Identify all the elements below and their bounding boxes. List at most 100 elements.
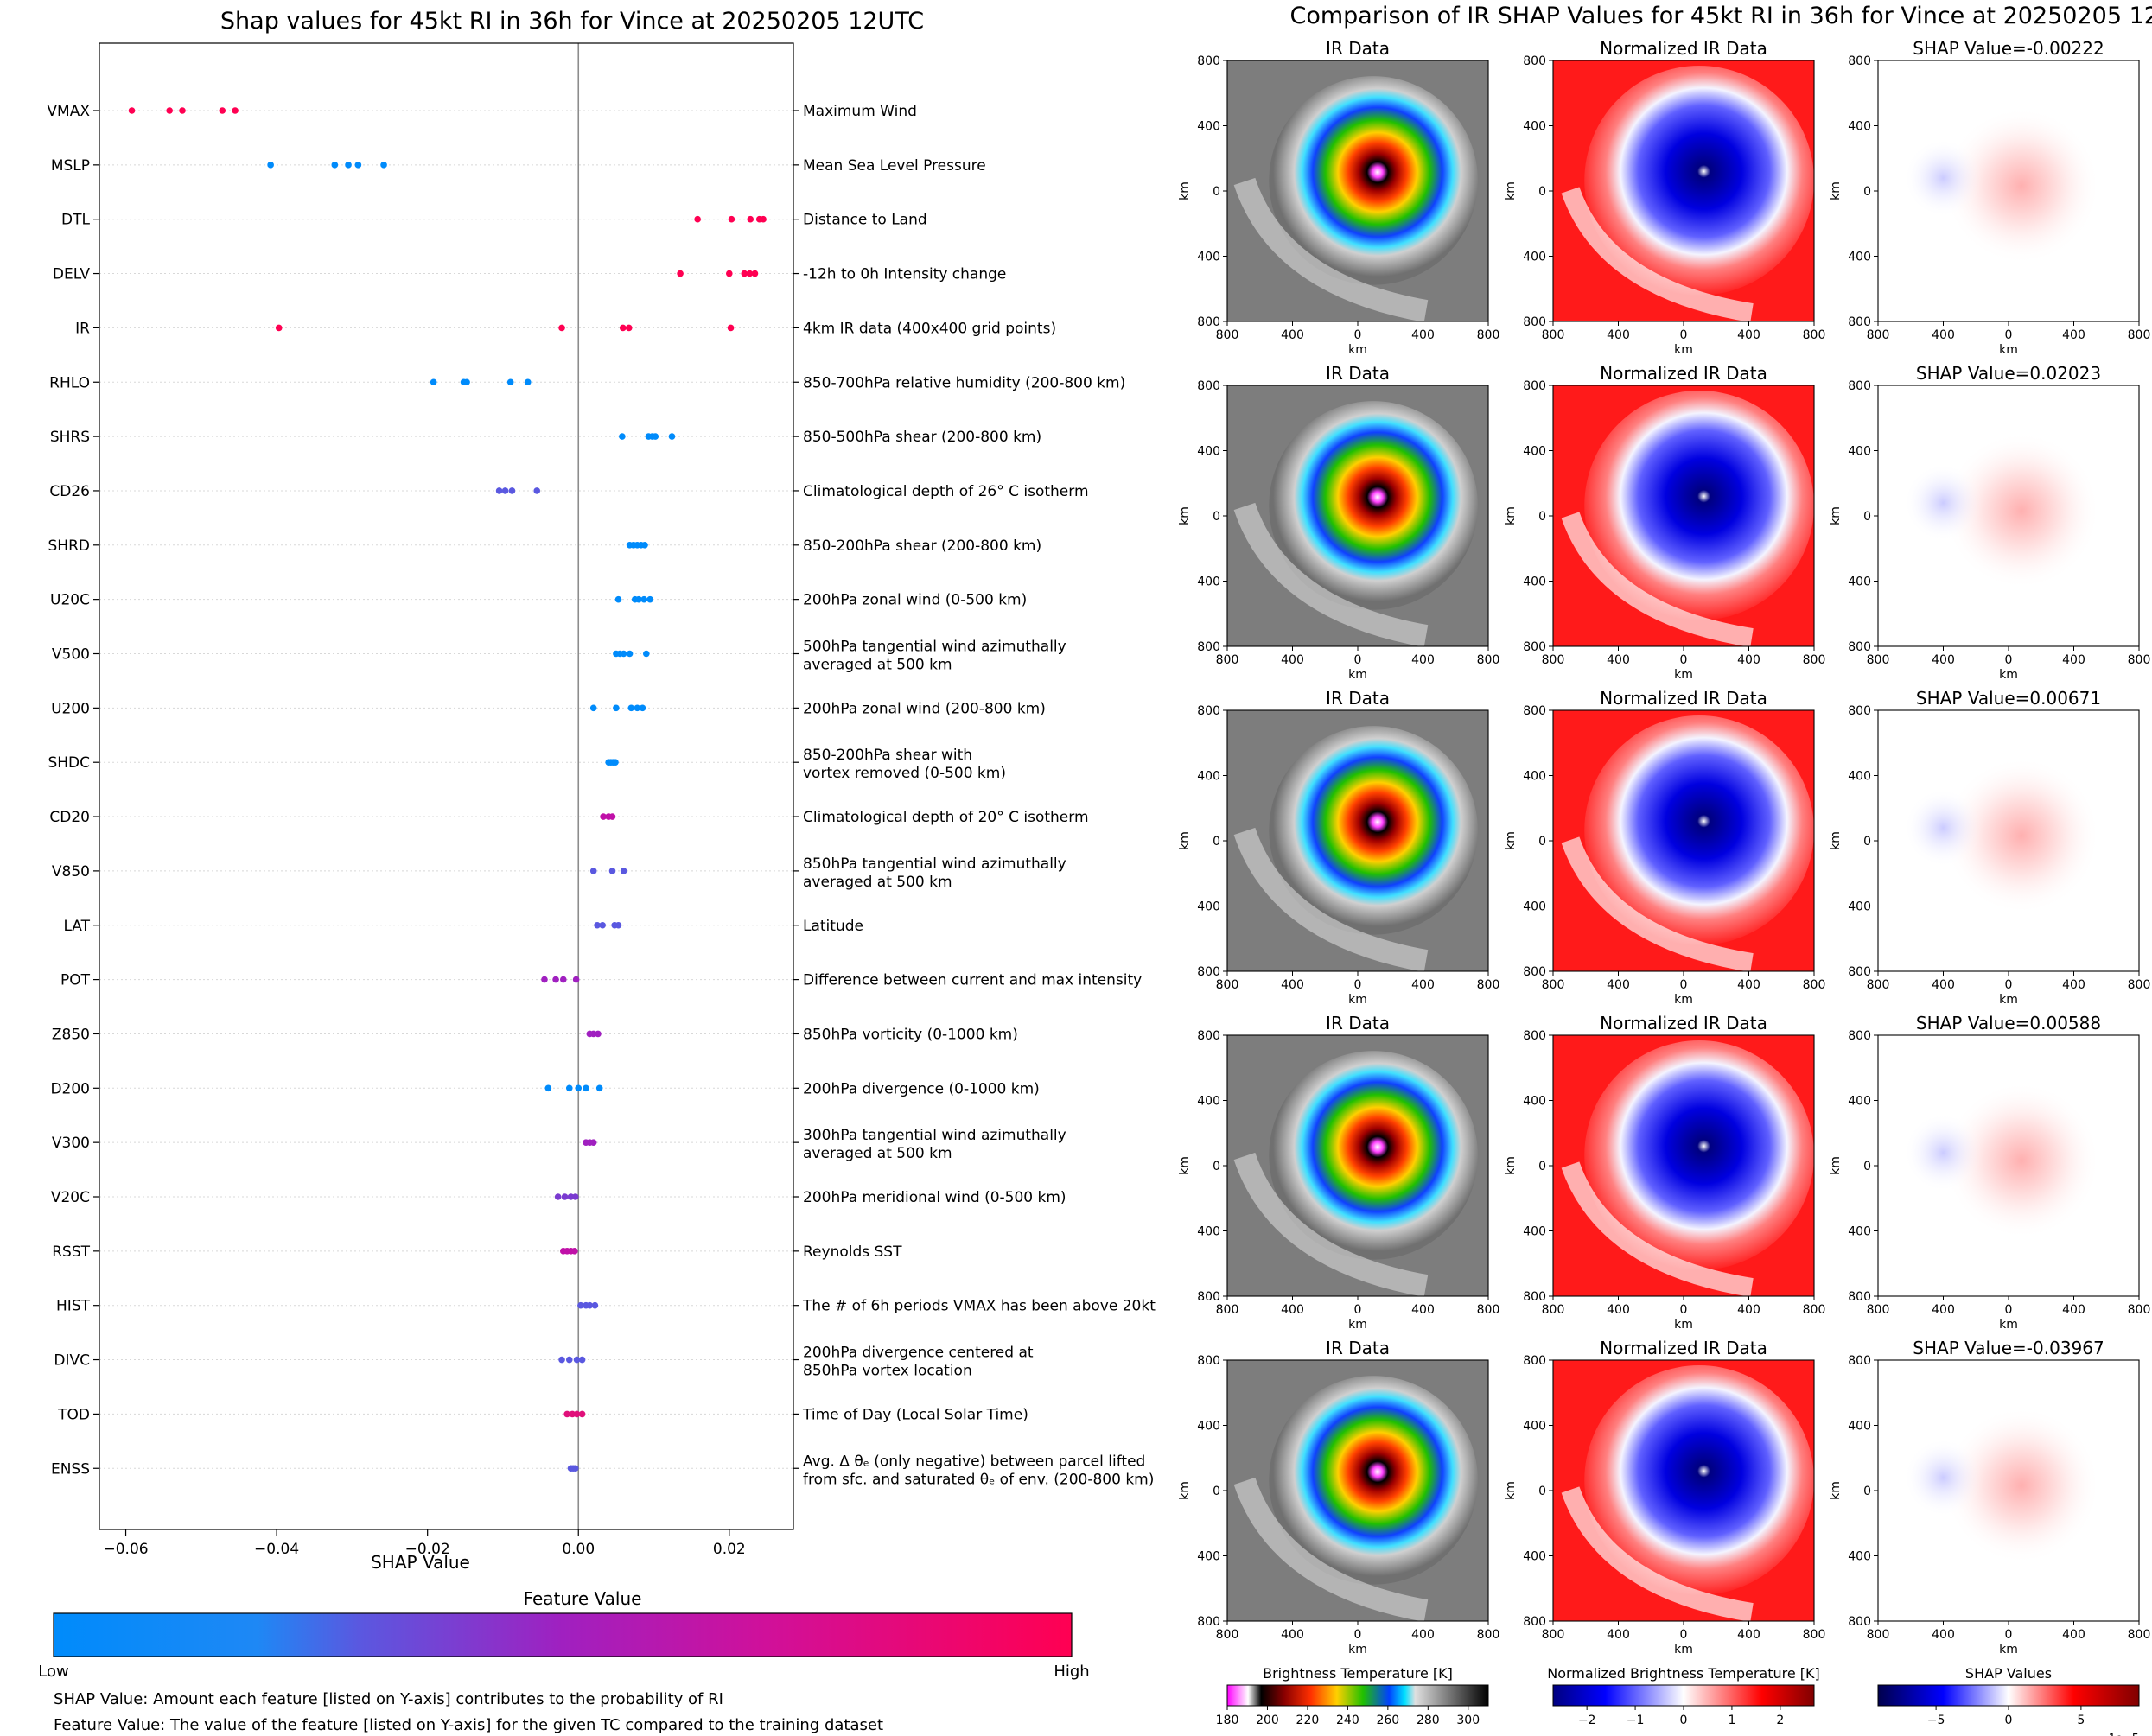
x-axis-label-r2-c3: km — [1999, 668, 2018, 682]
y-tick-label-r5-c2-2: 0 — [1538, 1485, 1546, 1498]
panel-title-r1-c3: SHAP Value=-0.00222 — [1913, 38, 2104, 59]
feature-code-pot: POT — [60, 972, 91, 989]
feature-desc-hist: The # of 6h periods VMAX has been above … — [802, 1298, 1156, 1315]
x-tick-label-r5-c3-2: 0 — [2005, 1628, 2013, 1642]
x-tick-label-r5-c3-4: 800 — [2128, 1628, 2151, 1642]
x-axis-label-r1-c1: km — [1348, 343, 1367, 357]
ir-rainband-r2-c1 — [1233, 502, 1429, 647]
panel-title-r1-c2: Normalized IR Data — [1600, 38, 1767, 59]
feature-desc-enss-line2: from sfc. and saturated θₑ of env. (200-… — [803, 1471, 1154, 1488]
feature-code-dtl: DTL — [61, 212, 90, 229]
feature-desc-v300-line2: averaged at 500 km — [803, 1145, 952, 1162]
shap-point-u20c-2 — [635, 595, 642, 603]
comparison-title: Comparison of IR SHAP Values for 45kt RI… — [1290, 3, 2152, 29]
shap-summary-chart: Shap values for 45kt RI in 36h for Vince… — [38, 8, 1156, 1734]
colorbar-tick-label-1-3: 1 — [1728, 1714, 1735, 1727]
shap-point-v300-2 — [589, 1139, 597, 1146]
x-tick-label-r2-c3-0: 800 — [1867, 653, 1890, 667]
shap-point-rsst-3 — [571, 1248, 578, 1255]
y-tick-label-r2-c2-4: 800 — [1523, 640, 1546, 654]
shap-point-pot-3 — [572, 976, 580, 983]
feature-code-v850: V850 — [52, 863, 90, 881]
x-tick-label-r1-c2-0: 800 — [1542, 328, 1565, 342]
x-tick-label-r2-c3-4: 800 — [2128, 653, 2151, 667]
shap-point-divc-2 — [573, 1356, 581, 1364]
x-axis-label-r1-c2: km — [1674, 343, 1693, 357]
y-tick-label-r1-c3-3: 400 — [1848, 251, 1871, 264]
y-tick-label-r4-c1-1: 400 — [1197, 1095, 1220, 1109]
shap-point-pot-0 — [541, 976, 548, 983]
note-feature-value: Feature Value: The value of the feature … — [54, 1716, 883, 1734]
y-tick-label-r1-c1-3: 400 — [1197, 251, 1220, 264]
colorbar-title-2: SHAP Values — [1965, 1665, 2052, 1682]
x-tick-label-r5-c1-4: 800 — [1477, 1628, 1500, 1642]
y-tick-label-r3-c2-3: 400 — [1523, 900, 1546, 914]
shap-point-vmax-4 — [232, 107, 239, 114]
ir-storm-r4-c1 — [1269, 1051, 1478, 1260]
shap-negative-r2-c3 — [1904, 463, 1983, 543]
x-tick-label-r3-c3-2: 0 — [2005, 978, 2013, 992]
colorbar-low-label: Low — [38, 1663, 68, 1681]
shap-point-u20c-4 — [646, 595, 653, 603]
shap-point-shdc-3 — [612, 759, 619, 766]
y-tick-label-r1-c1-4: 800 — [1197, 315, 1220, 329]
y-tick-label-r3-c1-1: 400 — [1197, 770, 1220, 784]
shap-point-v20c-2 — [567, 1193, 575, 1200]
x-tick-label-r2-c2-2: 0 — [1680, 653, 1688, 667]
shap-point-tod-0 — [563, 1410, 570, 1418]
y-axis-label-r4-c3: km — [1829, 1156, 1843, 1175]
shap-point-u20c-3 — [640, 595, 647, 603]
x-tick-label-r5-c2-4: 800 — [1803, 1628, 1826, 1642]
shap-pattern-r2-c3 — [1943, 432, 2100, 589]
shap-point-v20c-3 — [571, 1193, 579, 1200]
feature-desc-shrd: 850-200hPa shear (200-800 km) — [803, 537, 1041, 555]
y-tick-label-r5-c2-0: 800 — [1523, 1354, 1546, 1368]
x-tick-label-r5-c2-0: 800 — [1542, 1628, 1565, 1642]
y-tick-label-r3-c3-1: 400 — [1848, 770, 1871, 784]
colorbar-tick-label-1-0: −2 — [1578, 1714, 1596, 1727]
x-tick-label-r4-c2-3: 400 — [1737, 1303, 1760, 1317]
x-tick-label-4: 0.02 — [713, 1541, 746, 1558]
ir-storm-r1-c1 — [1269, 76, 1478, 285]
x-tick-label-r4-c1-4: 800 — [1477, 1303, 1500, 1317]
y-tick-label-r3-c1-3: 400 — [1197, 900, 1220, 914]
colorbar-tick-label-2-1: 0 — [2005, 1714, 2013, 1727]
shap-point-vmax-2 — [179, 107, 186, 114]
shap-point-tod-1 — [569, 1410, 576, 1418]
shap-point-shrs-4 — [668, 433, 676, 440]
y-tick-label-r2-c2-1: 400 — [1523, 445, 1546, 459]
shap-point-lat-1 — [599, 921, 606, 929]
y-tick-label-r1-c3-0: 800 — [1848, 54, 1871, 68]
shap-point-delv-4 — [751, 270, 759, 277]
x-axis-label-r4-c1: km — [1348, 1318, 1367, 1332]
x-axis-label-r2-c2: km — [1674, 668, 1693, 682]
shap-point-v850-0 — [589, 868, 597, 874]
feature-code-enss: ENSS — [51, 1460, 90, 1478]
x-axis-label-r5-c2: km — [1674, 1643, 1693, 1657]
y-tick-label-r5-c1-0: 800 — [1197, 1354, 1220, 1368]
y-tick-label-r2-c3-0: 800 — [1848, 379, 1871, 393]
colorbar-offset-label-2: 1e−5 — [2109, 1733, 2139, 1736]
colorbar-tick-label-0-0: 180 — [1216, 1714, 1239, 1727]
shap-point-d200-1 — [565, 1084, 573, 1092]
y-tick-label-r3-c2-2: 0 — [1538, 835, 1546, 849]
shap-point-tod-2 — [573, 1410, 581, 1418]
x-tick-label-r2-c1-2: 0 — [1354, 653, 1362, 667]
x-tick-label-r4-c2-0: 800 — [1542, 1303, 1565, 1317]
norm-rainband-r4-c2 — [1561, 1161, 1754, 1297]
x-tick-label-r4-c1-3: 400 — [1411, 1303, 1435, 1317]
x-tick-label-r2-c3-1: 400 — [1932, 653, 1955, 667]
shap-point-u200-4 — [639, 704, 646, 712]
x-tick-label-r3-c2-2: 0 — [1680, 978, 1688, 992]
norm-rainband-r3-c2 — [1561, 836, 1754, 972]
norm-rainband-r1-c2 — [1561, 187, 1754, 322]
y-tick-label-r2-c2-0: 800 — [1523, 379, 1546, 393]
feature-value-colorbar — [53, 1612, 1073, 1657]
feature-code-hist: HIST — [56, 1298, 91, 1315]
shap-point-hist-3 — [591, 1301, 599, 1309]
feature-desc-tod: Time of Day (Local Solar Time) — [802, 1406, 1028, 1423]
shap-point-cd26-3 — [533, 487, 541, 494]
feature-desc-v20c: 200hPa meridional wind (0-500 km) — [803, 1189, 1066, 1206]
feature-desc-shdc-line1: 850-200hPa shear with — [803, 747, 972, 764]
